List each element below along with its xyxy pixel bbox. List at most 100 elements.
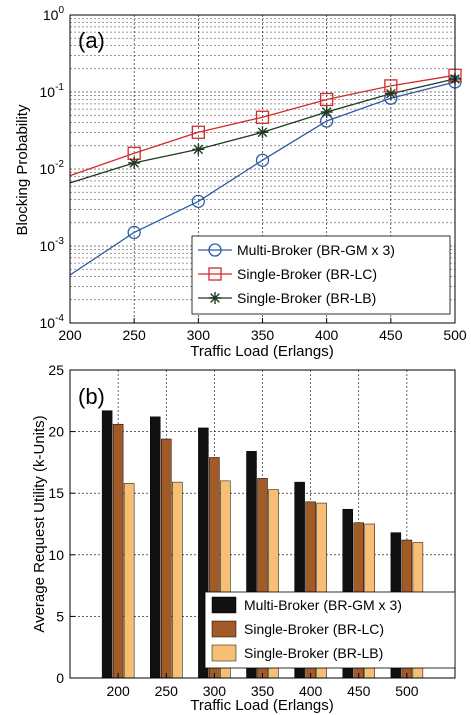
panel-a-legend-entry: Single-Broker (BR-LB) [198,290,376,306]
circle-marker [127,225,141,240]
panel-a-y-tick-label: 10-4 [40,313,65,331]
panel-a-y-tick-base: 10 [40,315,56,331]
panel-a-y-tick-exponent: -2 [55,159,64,170]
panel-a-data-point [320,92,334,107]
panel-a-legend-entry: Single-Broker (BR-LC) [198,266,377,282]
circle-marker [255,153,270,167]
panel-a-legend-box [191,235,451,315]
panel-b-x-tick-label: 450 [347,683,371,699]
panel-a-x-axis-label: Traffic Load (Erlangs) [190,343,333,360]
panel-b-legend-label: Single-Broker (BR-LC) [244,621,384,637]
panel-b-label: (b) [78,384,105,409]
panel-a-x-tick-label: 500 [443,327,467,343]
panel-a-y-tick-exponent: -4 [55,313,64,324]
panel-b-legend-box [204,591,456,669]
panel-b-legend: Multi-Broker (BR-GM x 3) Single-Broker (B… [204,591,456,669]
panel-b-x-tick-label: 200 [106,683,130,699]
legend-color-swatch [211,596,237,614]
circle-marker [208,243,222,257]
panel-a-data-point [256,126,269,139]
panel-a-y-tick-label: 10-3 [40,236,65,254]
square-marker [320,92,334,107]
panel-b-legend-label: Multi-Broker (BR-GM x 3) [244,597,402,613]
asterisk-marker [192,143,205,156]
square-marker [255,110,270,124]
panel-b-bar [172,481,183,679]
circle-marker [191,194,205,209]
panel-b-x-tick-labels: 200 250 300 350 400 450 500 [106,673,419,699]
panel-a-data-point [128,156,141,169]
panel-a-x-tick-label: 450 [379,327,403,343]
panel-a-data-point [384,87,397,100]
panel-b-x-tick-label: 250 [155,683,179,699]
panel-a-x-tick-labels: 200 250 300 350 400 450 500 [58,318,467,343]
panel-a-legend-entry: Multi-Broker (BR-GM x 3) [198,242,395,258]
panel-b-x-axis-label: Traffic Load (Erlangs) [190,697,333,714]
panel-b-legend-entry: Single-Broker (BR-LB) [211,644,383,662]
panel-b-x-tick-label: 400 [299,683,323,699]
panel-b-bar [150,416,161,679]
panel-a-series-line-2 [69,74,456,177]
panel-b-request-utility-chart: 200 250 300 350 400 450 500 0 5 10 15 20 25 (b) Tra… [31,362,456,714]
panel-b-bar [101,410,113,679]
panel-a-data-point [191,194,205,209]
asterisk-marker [209,292,221,304]
panel-b-y-tick-label: 10 [48,547,64,563]
panel-b-bar-group [150,416,183,679]
panel-a-x-tick-label: 250 [122,327,146,343]
panel-b-bar [123,483,135,679]
panel-a-blocking-probability-chart: 200 250 300 350 400 450 500 10-410-310-210-110… [14,5,467,360]
panel-a-x-tick-label: 400 [315,327,339,343]
asterisk-marker [256,126,269,139]
panel-b-y-tick-labels: 0 5 10 15 20 25 [48,362,75,686]
panel-a-data-point [192,143,205,156]
panel-b-x-tick-label: 350 [251,683,275,699]
panel-a-data-point [191,125,205,139]
panel-a-data-point [255,153,270,167]
panel-b-y-tick-label: 15 [48,485,64,501]
panel-a-y-tick-exponent: -1 [55,82,64,93]
panel-a-y-tick-exponent: -3 [55,236,64,247]
panel-b-bar [161,438,172,679]
panel-a-data-point [255,110,270,124]
panel-b-legend-entry: Single-Broker (BR-LC) [211,620,384,638]
panel-a-x-tick-label: 350 [251,327,275,343]
panel-a-y-tick-exponent: 0 [58,5,64,16]
panel-a-data-point [320,105,333,118]
panel-b-x-tick-label: 500 [395,683,419,699]
panel-a-legend-label: Single-Broker (BR-LC) [237,266,377,282]
panel-a-y-tick-base: 10 [40,238,56,254]
panel-a-y-tick-label: 10-2 [40,159,65,177]
panel-a-y-tick-base: 10 [40,161,56,177]
panel-b-y-tick-label: 20 [48,424,64,440]
panel-a-legend-label: Multi-Broker (BR-GM x 3) [237,242,395,258]
panel-a-y-axis-label: Blocking Probability [14,104,31,235]
legend-color-swatch [211,620,237,638]
asterisk-marker [128,156,141,169]
panel-b-legend-entry: Multi-Broker (BR-GM x 3) [211,596,402,614]
asterisk-marker [384,87,397,100]
panel-a-data-point [127,225,141,240]
panel-b-y-tick-label: 5 [56,608,64,624]
panel-b-x-tick-label: 300 [203,683,227,699]
panel-a-y-tick-label: 100 [43,5,65,23]
panel-b-bar-group [101,410,135,679]
panel-b-y-axis-label: Average Request Utility (k-Units) [31,415,48,632]
square-marker [208,267,222,281]
panel-b-legend-label: Single-Broker (BR-LB) [244,645,383,661]
panel-b-y-tick-label: 0 [56,670,64,686]
panel-a-legend-label: Single-Broker (BR-LB) [237,290,376,306]
panel-b-y-tick-label: 25 [48,362,64,378]
square-marker [191,125,205,139]
legend-color-swatch [211,644,237,662]
panel-a-legend: Multi-Broker (BR-GM x 3) Single-Broker (B… [191,235,451,315]
panel-a-x-tick-label: 300 [187,327,211,343]
panel-b-bar [112,423,124,679]
panel-a-x-tick-label: 200 [58,327,82,343]
panel-a-y-tick-base: 10 [40,84,56,100]
asterisk-marker [320,105,333,118]
panel-a-y-tick-label: 10-1 [40,82,65,100]
panel-a-label: (a) [78,28,105,53]
